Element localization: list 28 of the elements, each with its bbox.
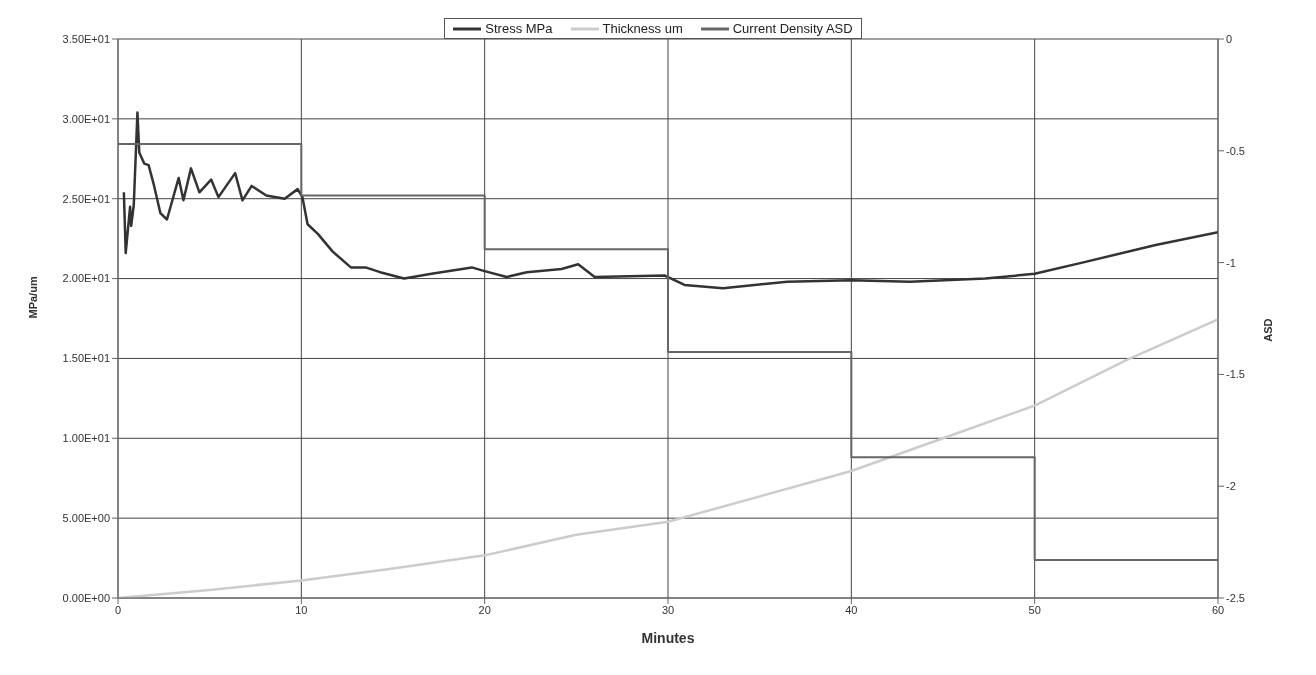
x-tick-label: 50 bbox=[1028, 603, 1041, 616]
y-tick-label: 0.00E+00 bbox=[62, 591, 110, 604]
x-tick-label: 40 bbox=[845, 603, 858, 616]
y2-tick-label: -2 bbox=[1226, 480, 1236, 493]
x-tick-label: 10 bbox=[295, 603, 308, 616]
x-tick-label: 20 bbox=[478, 603, 491, 616]
x-tick-label: 0 bbox=[114, 603, 122, 616]
y-tick-label: 3.00E+01 bbox=[62, 112, 110, 125]
y2-tick-label: -1.5 bbox=[1226, 368, 1245, 381]
x-axis-title: Minutes bbox=[641, 630, 695, 646]
y2-tick-label: -0.5 bbox=[1226, 144, 1245, 157]
line-series bbox=[122, 111, 1218, 290]
y2-axis-title: ASD bbox=[1261, 318, 1274, 342]
legend-label: Thickness um bbox=[602, 21, 683, 36]
legend-label: Stress MPa bbox=[485, 21, 553, 36]
x-tick-label: 30 bbox=[661, 603, 675, 616]
y2-tick-label: -2.5 bbox=[1226, 591, 1245, 604]
y-tick-label: 5.00E+00 bbox=[62, 512, 110, 525]
y-tick-label: 1.00E+01 bbox=[62, 432, 110, 445]
y2-tick-label: -1 bbox=[1226, 256, 1236, 269]
legend-label: Current Density ASD bbox=[732, 21, 853, 36]
x-tick-label: 60 bbox=[1211, 603, 1225, 616]
y-axis-title: MPa/um bbox=[26, 276, 39, 319]
y-tick-label: 1.50E+01 bbox=[62, 352, 110, 365]
y-tick-label: 3.50E+01 bbox=[62, 32, 110, 45]
y-tick-label: 2.50E+01 bbox=[62, 192, 110, 205]
y2-tick-label: 0 bbox=[1226, 32, 1233, 45]
y-tick-label: 2.00E+01 bbox=[62, 272, 110, 285]
